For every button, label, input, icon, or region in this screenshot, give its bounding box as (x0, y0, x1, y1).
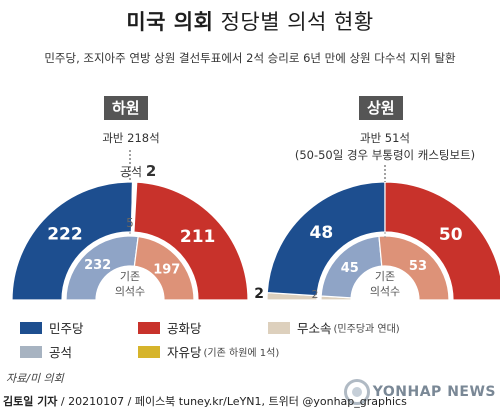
legend-label: 민주당 (49, 321, 84, 336)
house-outer-democrat-segment (11, 181, 134, 301)
title-bold: 미국 의회 (126, 10, 214, 34)
legend: 민주당 공화당 무소속 (민주당과 연대) 공석 자유당 (기존 하원에 1석) (0, 318, 500, 364)
senate-outer-republican-value: 50 (439, 225, 463, 245)
legend-item-vacant: 공석 (20, 342, 72, 361)
house-outer-vacant-value: 5 (126, 216, 134, 230)
legend-item-democrat: 민주당 (20, 318, 84, 337)
legend-item-independent: 무소속 (민주당과 연대) (268, 318, 400, 337)
house-inner-republican-value: 197 (153, 263, 180, 278)
house-outer-republican-segment (133, 181, 249, 301)
senate-outer-democrat-segment (266, 181, 386, 297)
page-title: 미국 의회 정당별 의석 현황 (0, 6, 500, 36)
house-center-label-2: 의석수 (115, 285, 145, 298)
source-note: 자료/미 의회 (6, 372, 64, 385)
legend-item-republican: 공화당 (138, 318, 202, 337)
legend-swatch-democrat (20, 321, 42, 334)
house-majority-note: 과반 218석 (102, 131, 160, 145)
senate-center-label-2: 의석수 (370, 285, 400, 298)
footer-rest: / 20210107 / 페이스북 tuney.kr/LeYN1, 트위터 @y… (57, 395, 407, 408)
senate-outer-republican-segment (384, 181, 500, 301)
house-inner-republican-segment (133, 235, 195, 301)
legend-label: 자유당 (167, 345, 202, 360)
senate-inner-democrat-value: 45 (341, 261, 359, 276)
senate-majority-note: 과반 51석 (359, 131, 411, 145)
house-center-label-1: 기존 (120, 270, 140, 283)
legend-swatch-republican (138, 321, 160, 334)
footer-author: 김토일 기자 (3, 395, 58, 408)
legend-sublabel: (민주당과 연대) (333, 324, 400, 335)
house-outer-republican-value: 211 (180, 227, 216, 247)
brand: YONHAP NEWS (343, 379, 496, 405)
house-label: 하원 (104, 96, 148, 120)
title-rest: 정당별 의석 현황 (213, 10, 374, 34)
legend-swatch-libertarian (138, 345, 160, 358)
yonhap-logo-icon (343, 379, 370, 405)
brand-text: YONHAP NEWS (372, 384, 496, 400)
senate-center-label-1: 기존 (375, 270, 395, 283)
house-outer-democrat-value: 222 (47, 225, 83, 245)
senate-label: 상원 (359, 96, 403, 120)
house-inner-democrat-segment (65, 235, 139, 301)
legend-label: 공석 (49, 345, 73, 360)
senate-casting-note: (50-50일 경우 부통령이 캐스팅보트) (294, 148, 476, 162)
legend-swatch-vacant (20, 345, 42, 358)
senate-outer-democrat-value: 48 (310, 223, 334, 243)
legend-label: 공화당 (167, 321, 202, 336)
senate-inner-independent-value: 2 (312, 288, 319, 301)
senate-inner-republican-segment (378, 235, 450, 301)
legend-label: 무소속 (297, 321, 332, 336)
house-vacant-note-label: 공석 (120, 165, 143, 179)
legend-item-libertarian: 자유당 (기존 하원에 1석) (138, 342, 279, 361)
legend-sublabel: (기존 하원에 1석) (203, 348, 280, 359)
house-vacant-note: 공석 2 (120, 162, 156, 180)
house-inner-democrat-value: 232 (84, 258, 111, 273)
footer: 김토일 기자 / 20210107 / 페이스북 tuney.kr/LeYN1,… (0, 392, 500, 412)
senate-inner-republican-value: 53 (409, 259, 427, 274)
senate-outer-independent-value: 2 (254, 286, 264, 302)
legend-swatch-independent (268, 321, 290, 334)
subtitle: 민주당, 조지아주 연방 상원 결선투표에서 2석 승리로 6년 만에 상원 다… (44, 51, 456, 65)
house-vacant-note-value: 2 (145, 162, 157, 180)
